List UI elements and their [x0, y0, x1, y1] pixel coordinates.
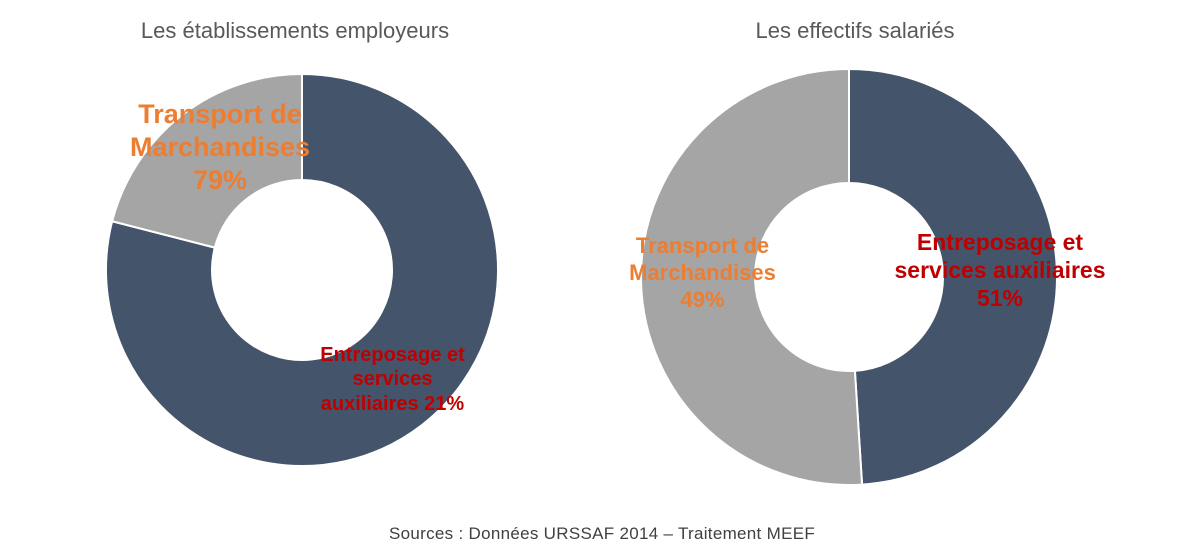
label-value: auxiliaires 21% — [320, 392, 465, 415]
label-entreposage-etablissements: Entreposage et services auxiliaires 21% — [300, 343, 485, 416]
label-line: Transport de — [635, 233, 770, 258]
chart-title-etablissements: Les établissements employeurs — [140, 18, 450, 43]
donut-effectifs — [640, 67, 1058, 486]
label-line: Entreposage et — [916, 229, 1084, 255]
slice-entreposage-effectifs — [640, 67, 864, 486]
label-line: Entreposage et — [320, 344, 465, 366]
label-entreposage-effectifs: Entreposage et services auxiliaires 51% — [880, 228, 1120, 312]
label-value: 49% — [680, 286, 725, 312]
chart-title-effectifs: Les effectifs salariés — [755, 18, 955, 43]
label-value: 51% — [976, 285, 1024, 312]
label-line: services auxiliaires — [894, 257, 1106, 284]
slice-entreposage-etablissements — [110, 72, 303, 249]
donut-etablissements — [105, 72, 499, 467]
label-line: Marchandises — [129, 131, 311, 162]
label-value: 79% — [192, 164, 248, 195]
label-line: Marchandises — [629, 259, 776, 285]
label-transport-etablissements: Transport de Marchandises 79% — [110, 98, 330, 197]
label-line: services — [352, 368, 433, 391]
label-line: Transport de — [138, 99, 302, 129]
source-note: Sources : Données URSSAF 2014 – Traiteme… — [388, 524, 816, 543]
slice-transport-effectifs — [848, 67, 1058, 486]
slice-transport-etablissements — [105, 72, 499, 467]
label-transport-effectifs: Transport de Marchandises 49% — [605, 233, 800, 313]
